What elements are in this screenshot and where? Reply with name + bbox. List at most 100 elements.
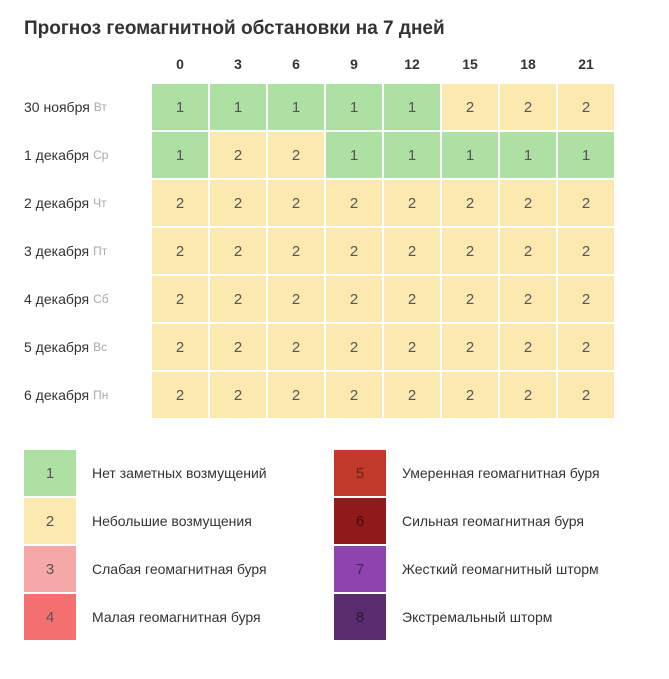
legend-item: 6Сильная геомагнитная буря [334, 498, 634, 544]
legend-item: 5 Умеренная геомагнитная буря [334, 450, 634, 496]
legend-swatch: 1 [24, 450, 76, 496]
forecast-cell: 2 [558, 324, 614, 370]
forecast-cell: 2 [326, 276, 382, 322]
col-header: 21 [558, 52, 614, 82]
forecast-cell: 1 [384, 84, 440, 130]
forecast-cell: 2 [384, 180, 440, 226]
legend-swatch: 8 [334, 594, 386, 640]
legend-label: Небольшие возмущения [92, 513, 252, 529]
row-label: 4 декабря Сб [24, 276, 150, 322]
row-label: 30 ноября Вт [24, 84, 150, 130]
forecast-cell: 1 [326, 84, 382, 130]
forecast-cell: 2 [268, 276, 324, 322]
forecast-cell: 2 [558, 276, 614, 322]
forecast-cell: 2 [152, 276, 208, 322]
legend-item: 7 Жесткий геомагнитный шторм [334, 546, 634, 592]
row-date: 4 декабря [24, 291, 89, 307]
col-header: 9 [326, 52, 382, 82]
forecast-cell: 2 [152, 324, 208, 370]
legend-swatch: 2 [24, 498, 76, 544]
legend-item: 3 Слабая геомагнитная буря [24, 546, 324, 592]
legend-item: 4 Малая геомагнитная буря [24, 594, 324, 640]
row-date: 6 декабря [24, 387, 89, 403]
legend-swatch: 6 [334, 498, 386, 544]
forecast-cell: 2 [558, 228, 614, 274]
row-dow: Вт [94, 100, 107, 114]
forecast-cell: 2 [210, 228, 266, 274]
forecast-cell: 2 [442, 180, 498, 226]
row-date: 30 ноября [24, 99, 90, 115]
legend-swatch: 3 [24, 546, 76, 592]
legend-label: Слабая геомагнитная буря [92, 561, 267, 577]
row-label: 5 декабря Вс [24, 324, 150, 370]
legend-label: Жесткий геомагнитный шторм [402, 561, 599, 577]
forecast-cell: 2 [442, 276, 498, 322]
legend-label: Экстремальный шторм [402, 609, 552, 625]
forecast-cell: 1 [558, 132, 614, 178]
forecast-cell: 2 [500, 180, 556, 226]
forecast-cell: 2 [268, 132, 324, 178]
col-header: 12 [384, 52, 440, 82]
forecast-cell: 2 [326, 228, 382, 274]
legend-item: 8 Экстремальный шторм [334, 594, 634, 640]
forecast-cell: 2 [326, 372, 382, 418]
forecast-cell: 2 [384, 372, 440, 418]
forecast-cell: 2 [210, 324, 266, 370]
row-label: 2 декабря Чт [24, 180, 150, 226]
legend-item: 1 Нет заметных возмущений [24, 450, 324, 496]
row-date: 2 декабря [24, 195, 89, 211]
row-label: 1 декабряСр [24, 132, 150, 178]
row-dow: Чт [93, 196, 107, 210]
row-dow: Сб [93, 292, 109, 306]
forecast-cell: 2 [442, 372, 498, 418]
legend-swatch: 4 [24, 594, 76, 640]
forecast-cell: 2 [500, 324, 556, 370]
forecast-cell: 2 [268, 180, 324, 226]
legend-swatch: 5 [334, 450, 386, 496]
legend-label: Малая геомагнитная буря [92, 609, 261, 625]
forecast-grid: 03691215182130 ноябряВт111112221 декабря… [24, 52, 645, 418]
col-header: 18 [500, 52, 556, 82]
forecast-cell: 1 [500, 132, 556, 178]
forecast-cell: 2 [558, 180, 614, 226]
forecast-cell: 1 [442, 132, 498, 178]
legend-label: Умеренная геомагнитная буря [402, 465, 600, 481]
row-date: 5 декабря [24, 339, 89, 355]
forecast-cell: 2 [210, 180, 266, 226]
legend-label: Нет заметных возмущений [92, 465, 267, 481]
forecast-cell: 2 [384, 324, 440, 370]
row-dow: Пт [93, 244, 107, 258]
forecast-cell: 1 [326, 132, 382, 178]
forecast-cell: 2 [268, 372, 324, 418]
forecast-cell: 2 [500, 372, 556, 418]
forecast-cell: 2 [558, 84, 614, 130]
forecast-cell: 2 [500, 84, 556, 130]
forecast-cell: 2 [442, 228, 498, 274]
forecast-cell: 2 [268, 228, 324, 274]
row-label: 3 декабря Пт [24, 228, 150, 274]
forecast-cell: 2 [268, 324, 324, 370]
forecast-cell: 1 [268, 84, 324, 130]
legend-swatch: 7 [334, 546, 386, 592]
col-header: 3 [210, 52, 266, 82]
forecast-cell: 1 [384, 132, 440, 178]
forecast-cell: 1 [210, 84, 266, 130]
row-dow: Вс [93, 340, 107, 354]
forecast-cell: 2 [384, 276, 440, 322]
forecast-cell: 2 [500, 228, 556, 274]
row-date: 3 декабря [24, 243, 89, 259]
row-label: 6 декабряПн [24, 372, 150, 418]
legend: 1 Нет заметных возмущений 5 Умеренная геома… [24, 450, 645, 640]
col-header: 15 [442, 52, 498, 82]
col-header: 6 [268, 52, 324, 82]
forecast-cell: 2 [210, 372, 266, 418]
forecast-cell: 1 [152, 132, 208, 178]
forecast-cell: 2 [210, 276, 266, 322]
legend-item: 2 Небольшие возмущения [24, 498, 324, 544]
forecast-cell: 2 [210, 132, 266, 178]
forecast-cell: 2 [500, 276, 556, 322]
forecast-cell: 2 [442, 84, 498, 130]
col-header: 0 [152, 52, 208, 82]
forecast-cell: 2 [152, 180, 208, 226]
header-blank [24, 52, 150, 82]
